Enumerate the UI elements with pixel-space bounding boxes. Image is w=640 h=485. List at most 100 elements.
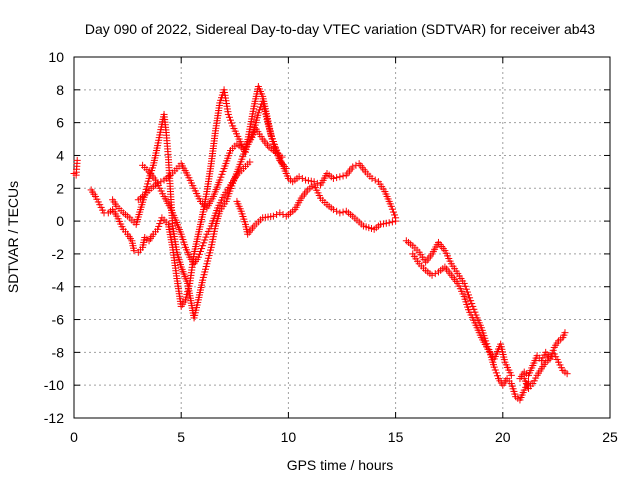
- data-point: [73, 156, 81, 164]
- x-tick-label: 5: [177, 429, 185, 445]
- series-track: [402, 237, 533, 404]
- data-point: [463, 288, 471, 296]
- data-point: [349, 163, 357, 171]
- data-point: [154, 179, 162, 187]
- data-point: [460, 279, 468, 287]
- data-point: [464, 291, 472, 299]
- data-point: [199, 242, 207, 250]
- data-point: [224, 110, 232, 118]
- data-point: [254, 109, 262, 117]
- data-point: [225, 113, 233, 121]
- data-point: [493, 372, 501, 380]
- x-tick-label: 25: [602, 429, 618, 445]
- series-track: [87, 83, 400, 310]
- data-point: [549, 346, 557, 354]
- data-point: [329, 206, 337, 214]
- data-point: [339, 208, 347, 216]
- x-tick-label: 10: [281, 429, 297, 445]
- data-point: [200, 239, 208, 247]
- y-tick-label: 10: [48, 49, 64, 65]
- data-point: [333, 174, 341, 182]
- y-tick-label: -8: [52, 344, 65, 360]
- data-point: [298, 174, 306, 182]
- data-point: [467, 297, 475, 305]
- data-point: [157, 178, 165, 186]
- data-point: [468, 300, 476, 308]
- data-point: [269, 212, 277, 220]
- data-point: [273, 211, 281, 219]
- data-point: [276, 209, 284, 217]
- data-point: [388, 205, 396, 213]
- series-track: [409, 250, 515, 379]
- data-point: [329, 174, 337, 182]
- data-point: [368, 174, 376, 182]
- data-point: [156, 220, 164, 228]
- y-tick-label: 8: [56, 82, 64, 98]
- data-point: [336, 173, 344, 181]
- x-tick-label: 20: [495, 429, 511, 445]
- data-point: [217, 173, 225, 181]
- series-track: [109, 97, 290, 322]
- data-point: [194, 253, 202, 261]
- data-point: [130, 247, 138, 255]
- data-point: [379, 220, 387, 228]
- y-tick-label: -4: [52, 279, 65, 295]
- data-point: [431, 270, 439, 278]
- data-point: [333, 207, 341, 215]
- x-tick-label: 0: [70, 429, 78, 445]
- data-point: [490, 363, 498, 371]
- y-tick-label: 6: [56, 115, 64, 131]
- data-point: [389, 208, 397, 216]
- data-point: [462, 285, 470, 293]
- data-point: [201, 236, 209, 244]
- data-point: [492, 369, 500, 377]
- data-point: [466, 294, 474, 302]
- data-point: [391, 211, 399, 219]
- data-point: [278, 153, 286, 161]
- data-point: [198, 245, 206, 253]
- data-point: [155, 222, 163, 230]
- data-point: [392, 217, 400, 225]
- data-point: [307, 177, 315, 185]
- data-point: [428, 271, 436, 279]
- axes: 0 5 10 15 20 25 -12 -10 -8 -6 -4 -2 0 2 4 6 8 10: [44, 49, 618, 445]
- data-points: [70, 83, 571, 404]
- data-point: [227, 116, 235, 124]
- data-point: [336, 209, 344, 217]
- data-point: [304, 177, 312, 185]
- series-track: [139, 158, 254, 268]
- y-tick-label: 2: [56, 180, 64, 196]
- data-point: [382, 219, 390, 227]
- series-track: [70, 156, 81, 179]
- y-tick-label: -12: [44, 410, 64, 426]
- y-tick-label: -6: [52, 312, 65, 328]
- series-track: [520, 350, 571, 392]
- data-point: [491, 366, 499, 374]
- data-point: [507, 371, 515, 379]
- data-point: [387, 202, 395, 210]
- data-point: [154, 225, 162, 233]
- data-point: [469, 302, 477, 310]
- data-point: [282, 165, 290, 173]
- series-track: [134, 125, 286, 212]
- data-point: [218, 170, 226, 178]
- y-tick-label: -2: [52, 246, 65, 262]
- y-tick-label: 4: [56, 147, 64, 163]
- data-point: [196, 247, 204, 255]
- data-point: [385, 219, 393, 227]
- data-point: [302, 176, 310, 184]
- x-tick-label: 15: [388, 429, 404, 445]
- x-axis-label: GPS time / hours: [287, 457, 394, 473]
- data-point: [157, 217, 165, 225]
- data-point: [255, 106, 263, 114]
- data-point: [561, 329, 569, 337]
- data-point: [195, 250, 203, 258]
- data-point: [313, 179, 321, 187]
- plot-frame: [73, 56, 611, 419]
- data-point: [563, 370, 571, 378]
- data-point: [228, 119, 236, 127]
- data-point: [216, 176, 224, 184]
- grid-lines: [74, 57, 610, 418]
